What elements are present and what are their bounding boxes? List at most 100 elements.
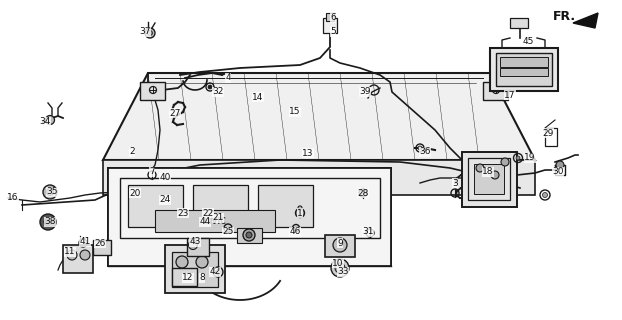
Bar (462, 152, 517, 207)
Circle shape (516, 156, 520, 160)
Text: 45: 45 (522, 37, 534, 46)
Text: 41: 41 (80, 237, 91, 246)
Bar (258, 185, 313, 227)
Bar (468, 158, 510, 200)
Circle shape (45, 116, 55, 124)
Text: 23: 23 (177, 209, 188, 218)
Text: 5: 5 (330, 28, 336, 36)
Text: 31: 31 (362, 228, 374, 236)
Bar (325, 235, 355, 257)
Polygon shape (573, 13, 598, 28)
Bar (510, 18, 528, 28)
Text: 22: 22 (202, 209, 213, 218)
Bar (490, 48, 558, 91)
Bar (483, 82, 508, 100)
Text: 44: 44 (200, 218, 211, 227)
Text: 34: 34 (39, 117, 50, 126)
Bar (172, 252, 218, 287)
Bar (474, 164, 504, 194)
Bar (237, 228, 262, 243)
Circle shape (80, 250, 90, 260)
Circle shape (556, 161, 564, 169)
Circle shape (542, 193, 547, 197)
Circle shape (295, 209, 305, 218)
Text: 26: 26 (95, 238, 106, 247)
Text: 2: 2 (129, 148, 135, 156)
Bar (500, 57, 548, 67)
Circle shape (215, 269, 221, 275)
Text: 12: 12 (182, 274, 193, 283)
Text: 37: 37 (139, 28, 151, 36)
Circle shape (331, 259, 349, 277)
Bar (172, 268, 197, 286)
Text: 39: 39 (360, 87, 371, 97)
Circle shape (147, 30, 152, 36)
Circle shape (243, 229, 255, 241)
Text: 11: 11 (64, 247, 76, 257)
Bar (326, 13, 334, 21)
Circle shape (246, 232, 252, 238)
Bar (496, 53, 552, 86)
Circle shape (476, 164, 484, 172)
Text: 46: 46 (289, 228, 300, 236)
Circle shape (196, 256, 208, 268)
Bar (545, 128, 557, 146)
Bar (120, 178, 380, 238)
Bar (155, 210, 275, 232)
Circle shape (67, 250, 77, 260)
Bar (187, 238, 209, 256)
Circle shape (335, 263, 345, 273)
Text: 16: 16 (7, 194, 19, 203)
Text: 32: 32 (212, 87, 224, 97)
Text: 21: 21 (212, 213, 224, 222)
Text: 6: 6 (330, 13, 336, 22)
Circle shape (145, 28, 155, 38)
Text: 4: 4 (225, 74, 231, 83)
Text: 20: 20 (129, 188, 141, 197)
Text: 1: 1 (297, 209, 303, 218)
Text: 3: 3 (452, 179, 458, 188)
Circle shape (176, 256, 188, 268)
Text: 43: 43 (189, 237, 201, 246)
Text: 40: 40 (159, 173, 170, 182)
Bar (176, 272, 194, 284)
Bar (93, 240, 111, 255)
Text: 10: 10 (332, 259, 344, 268)
Text: 38: 38 (44, 218, 56, 227)
Text: 19: 19 (524, 154, 536, 163)
Circle shape (359, 189, 367, 197)
Text: 25: 25 (222, 228, 234, 236)
Text: 27: 27 (169, 108, 180, 117)
Bar (323, 18, 337, 33)
Circle shape (333, 238, 347, 252)
Circle shape (40, 214, 56, 230)
Text: 33: 33 (337, 268, 349, 276)
Polygon shape (103, 160, 535, 195)
Text: 9: 9 (337, 238, 343, 247)
Text: 13: 13 (302, 148, 313, 157)
Text: 7: 7 (149, 167, 155, 177)
Circle shape (491, 171, 499, 179)
Circle shape (501, 158, 509, 166)
Circle shape (208, 85, 212, 89)
Text: 35: 35 (46, 188, 58, 196)
Text: FR.: FR. (553, 11, 576, 23)
Bar (63, 245, 93, 273)
Circle shape (418, 146, 422, 150)
Text: 18: 18 (482, 167, 494, 177)
Polygon shape (103, 73, 535, 160)
Text: 42: 42 (210, 268, 221, 276)
Text: 24: 24 (159, 196, 170, 204)
Text: 36: 36 (419, 148, 431, 156)
Circle shape (44, 218, 52, 226)
Bar (140, 82, 165, 100)
Bar (500, 68, 548, 76)
Circle shape (47, 188, 53, 196)
Text: 29: 29 (542, 129, 554, 138)
Text: 17: 17 (504, 91, 516, 100)
Text: 8: 8 (199, 274, 205, 283)
Text: 28: 28 (357, 188, 369, 197)
Circle shape (188, 241, 198, 250)
Bar (108, 168, 391, 266)
Bar (128, 185, 183, 227)
